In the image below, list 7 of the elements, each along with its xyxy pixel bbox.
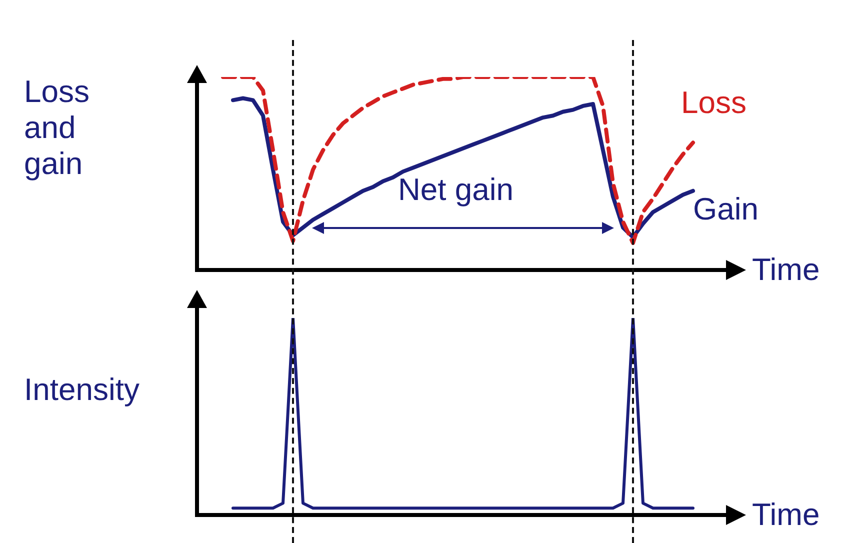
y-axis-title: Intensity — [24, 372, 140, 408]
y-axis-title: Loss and gain — [24, 74, 90, 182]
annotation: Net gain — [398, 172, 514, 208]
x-axis-title: Time — [752, 252, 820, 288]
series-label: Gain — [693, 191, 758, 226]
x-axis-title: Time — [752, 497, 820, 533]
series-label: Loss — [681, 85, 746, 120]
